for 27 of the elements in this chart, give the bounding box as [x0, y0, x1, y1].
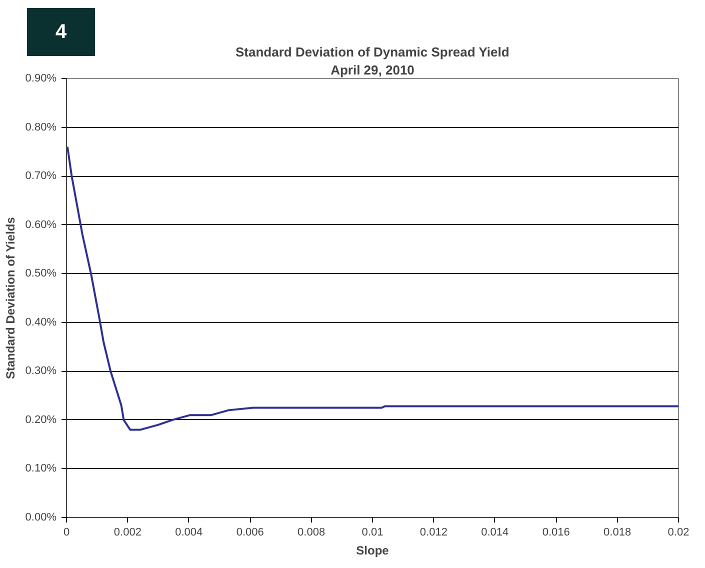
- x-tick-label: 0.014: [481, 526, 509, 538]
- y-tick-label: 0.00%: [25, 512, 57, 524]
- text: 4: [55, 20, 67, 45]
- x-tick-label: 0: [63, 526, 70, 538]
- chart-subtitle: April 29, 2010: [330, 62, 414, 78]
- x-tick-label: 0.01: [362, 526, 384, 538]
- y-axis-title: Standard Deviation of Yields: [3, 216, 18, 380]
- x-tick-label: 0.02: [668, 526, 690, 538]
- x-tick-label: 0.002: [114, 526, 142, 538]
- x-tick-label: 0.006: [236, 526, 264, 538]
- x-axis-title: Slope: [356, 544, 390, 558]
- x-tick-label: 0.008: [298, 526, 326, 538]
- x-tick-label: 0.018: [604, 526, 632, 538]
- y-tick-label: 0.70%: [25, 170, 57, 182]
- y-tick-label: 0.40%: [25, 316, 57, 328]
- x-tick-label: 0.016: [542, 526, 570, 538]
- y-tick-label: 0.80%: [25, 121, 57, 134]
- x-tick-label: 0.012: [420, 526, 448, 538]
- y-tick-label: 0.50%: [25, 268, 57, 280]
- x-tick-label: 0.004: [175, 526, 203, 538]
- chart-title: Standard Deviation of Dynamic Spread Yield: [235, 44, 510, 60]
- y-tick-label: 0.20%: [25, 414, 57, 426]
- y-tick-label: 0.10%: [25, 462, 57, 475]
- y-tick-label: 0.90%: [25, 72, 57, 84]
- y-tick-label: 0.30%: [25, 365, 57, 378]
- line-series: [66, 146, 678, 431]
- y-tick-label: 0.60%: [25, 218, 57, 231]
